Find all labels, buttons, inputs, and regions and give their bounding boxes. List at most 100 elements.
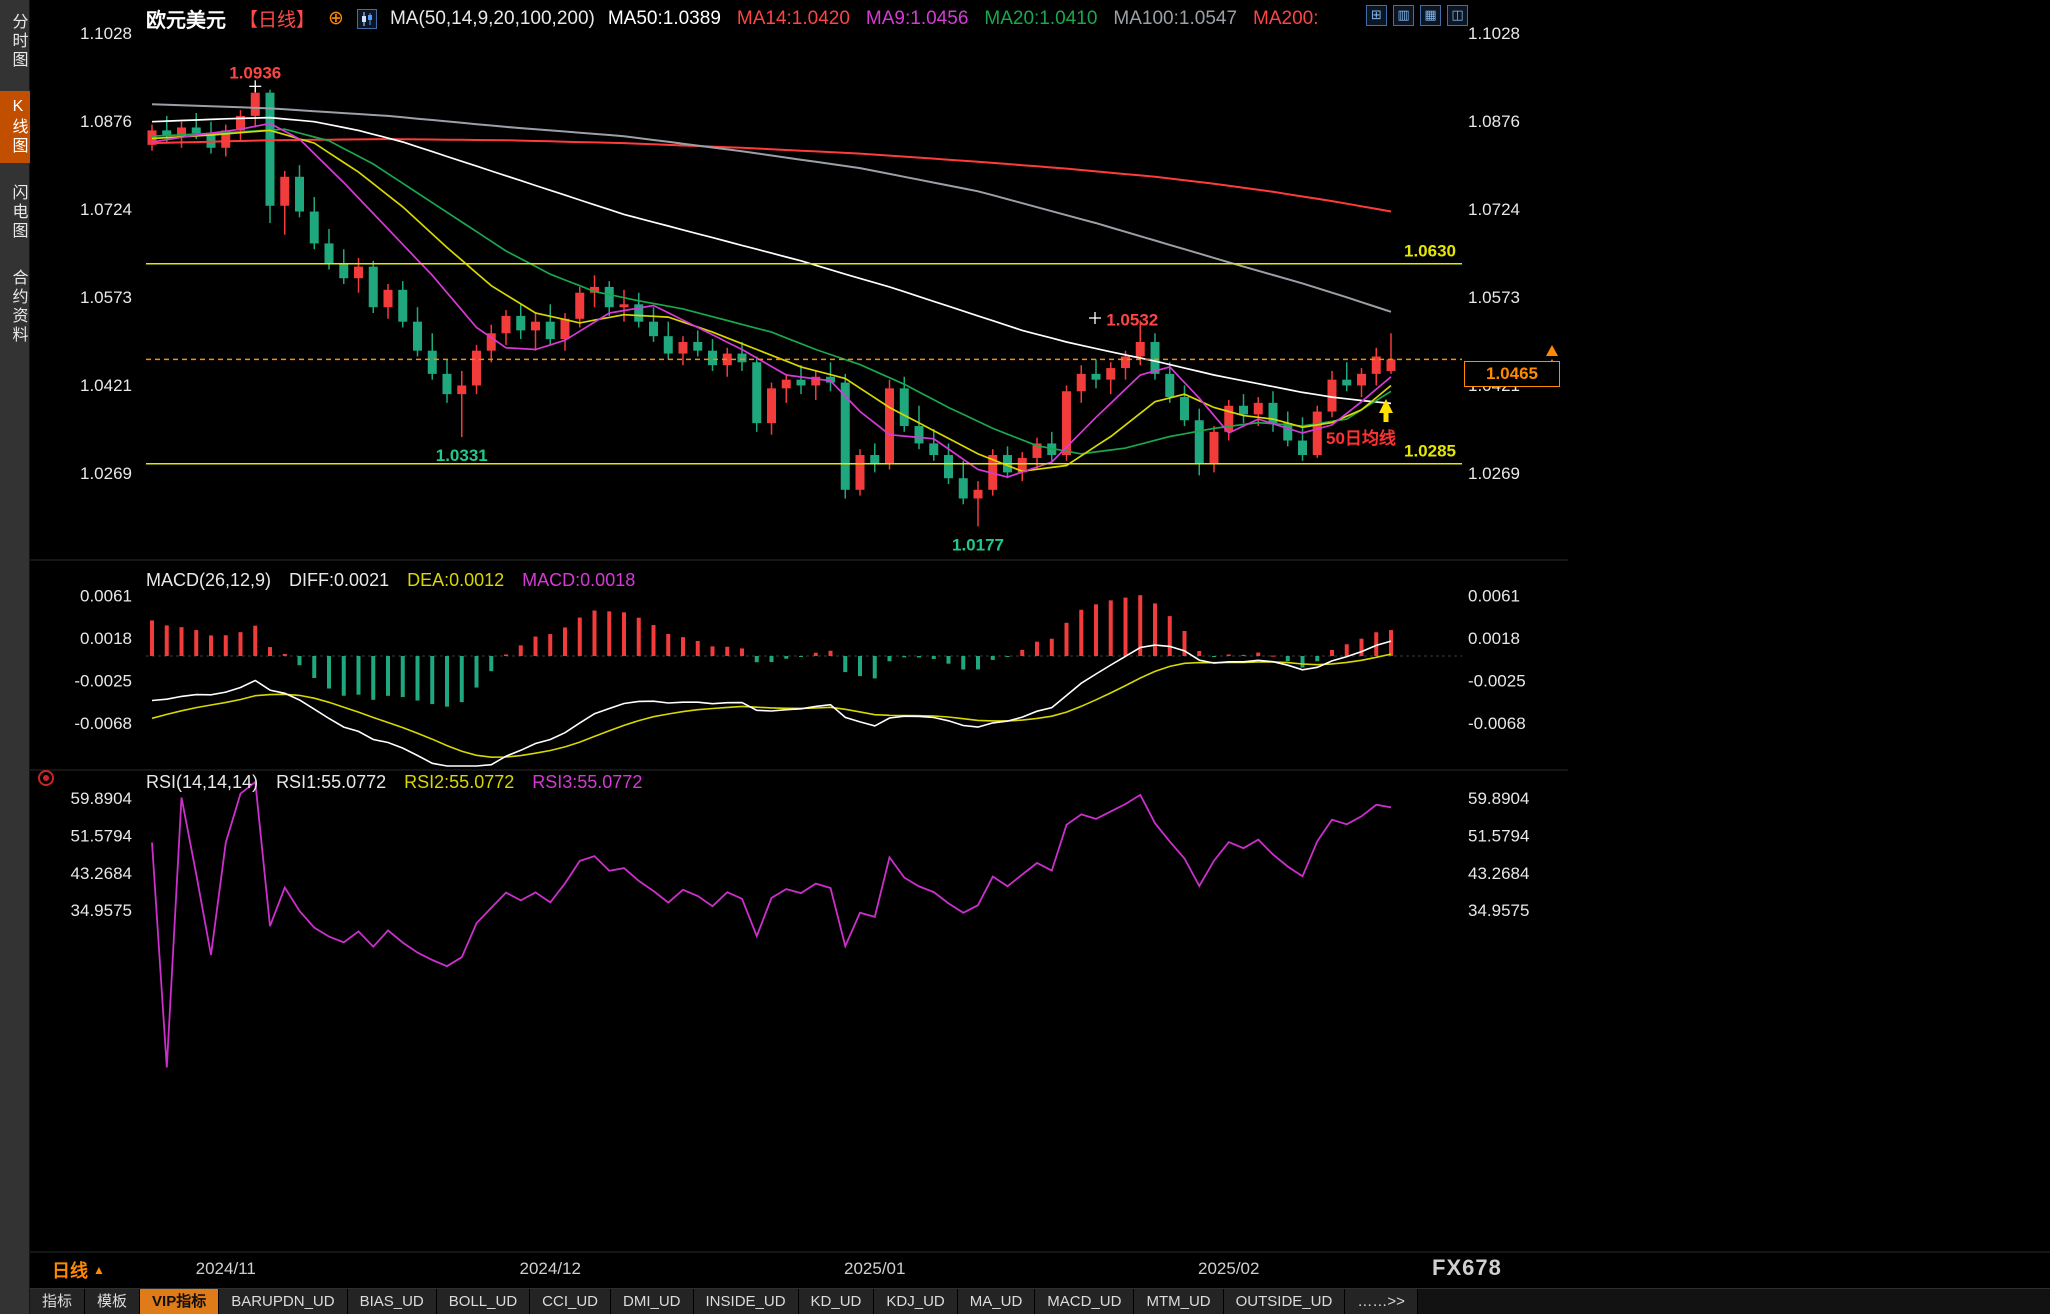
tab-ma-ud[interactable]: MA_UD bbox=[957, 1289, 1036, 1314]
tab-more[interactable]: ……>> bbox=[1345, 1289, 1418, 1314]
svg-text:1.1028: 1.1028 bbox=[1468, 24, 1520, 43]
svg-text:1.0532: 1.0532 bbox=[1106, 311, 1158, 330]
svg-text:2024/12: 2024/12 bbox=[520, 1259, 581, 1278]
sidebar-item-kline-chart[interactable]: K线图 bbox=[0, 91, 30, 163]
price-marker-arrow-icon bbox=[1546, 345, 1558, 356]
tab-barupdn-ud[interactable]: BARUPDN_UD bbox=[219, 1289, 348, 1314]
svg-text:1.0285: 1.0285 bbox=[1404, 442, 1456, 461]
tab-outside-ud[interactable]: OUTSIDE_UD bbox=[1223, 1289, 1346, 1314]
rsi-line bbox=[151, 780, 1392, 1068]
grid-layout-icon[interactable]: ⊞ bbox=[1366, 5, 1387, 26]
chart-header: 欧元美元 【日线】 ⊕ MA(50,14,9,20,100,200) MA50:… bbox=[146, 4, 1319, 33]
rsi3-value: RSI3:55.0772 bbox=[532, 772, 643, 792]
tab-kdj-ud[interactable]: KDJ_UD bbox=[874, 1289, 958, 1314]
svg-text:1.0876: 1.0876 bbox=[1468, 112, 1520, 131]
svg-text:59.8904: 59.8904 bbox=[1468, 789, 1529, 808]
add-compare-icon[interactable]: ⊕ bbox=[328, 8, 344, 29]
tab-cci-ud[interactable]: CCI_UD bbox=[530, 1289, 611, 1314]
tab-indicators[interactable]: 指标 bbox=[30, 1289, 86, 1314]
svg-text:-0.0025: -0.0025 bbox=[1468, 672, 1526, 691]
ma-line-ma50 bbox=[151, 116, 1392, 405]
popout-window-icon[interactable]: ◫ bbox=[1447, 5, 1468, 26]
dea-line bbox=[151, 653, 1392, 759]
svg-text:-0.0068: -0.0068 bbox=[74, 714, 132, 733]
rsi1-value: RSI1:55.0772 bbox=[276, 772, 387, 792]
tab-inside-ud[interactable]: INSIDE_UD bbox=[693, 1289, 799, 1314]
ma50-pointer-arrow-icon bbox=[1379, 399, 1393, 413]
sidebar-item-lightning-chart[interactable]: 闪电图 bbox=[9, 184, 27, 241]
kline-style-icon[interactable] bbox=[356, 8, 377, 29]
svg-text:1.0331: 1.0331 bbox=[436, 446, 488, 465]
bottom-tab-bar: 指标 模板 VIP指标 BARUPDN_UD BIAS_UD BOLL_UD CCI_UD D… bbox=[30, 1288, 2050, 1314]
ma-value-4: MA100:1.0547 bbox=[1113, 7, 1238, 29]
ma-values: MA50:1.0389 MA14:1.0420 MA9:1.0456 MA20:1.0… bbox=[608, 8, 1319, 30]
x-axis-dates: 2024/11 2024/12 2025/01 2025/02 bbox=[196, 1259, 1260, 1278]
svg-text:2025/01: 2025/01 bbox=[844, 1259, 905, 1278]
sidebar: 分时图 K线图闪电图合约资料 bbox=[0, 0, 30, 1314]
ma-settings-label: MA(50,14,9,20,100,200) bbox=[389, 7, 595, 29]
tab-templates[interactable]: 模板 bbox=[85, 1289, 141, 1314]
macd-diff-value: DIFF:0.0021 bbox=[289, 570, 390, 590]
macd-macd-value: MACD:0.0018 bbox=[522, 570, 636, 590]
svg-text:1.0269: 1.0269 bbox=[1468, 464, 1520, 483]
svg-text:0.0018: 0.0018 bbox=[1468, 629, 1520, 648]
indicator-marker-icon[interactable] bbox=[38, 770, 54, 786]
brand-watermark: FX678 bbox=[1432, 1255, 1502, 1280]
ma-line-ma14 bbox=[151, 129, 1392, 473]
period-tag[interactable]: 【日线】 bbox=[239, 10, 316, 31]
macd-title: MACD(26,12,9) bbox=[146, 570, 272, 590]
svg-text:59.8904: 59.8904 bbox=[71, 789, 132, 808]
ma-value-1: MA14:1.0420 bbox=[736, 7, 850, 29]
timeframe-label: 日线 bbox=[52, 1261, 88, 1281]
svg-text:1.0724: 1.0724 bbox=[1468, 200, 1520, 219]
tab-kd-ud[interactable]: KD_UD bbox=[798, 1289, 875, 1314]
svg-text:-0.0068: -0.0068 bbox=[1468, 714, 1526, 733]
svg-text:1.0724: 1.0724 bbox=[80, 200, 132, 219]
svg-text:34.9575: 34.9575 bbox=[71, 901, 132, 920]
price-annotations: 1.0936 1.0331 1.0532 1.0177 bbox=[229, 63, 1158, 554]
multi-panel-icon[interactable]: ▥ bbox=[1393, 5, 1414, 26]
current-price-tag: 1.0465 bbox=[1464, 361, 1560, 387]
ma-lines bbox=[151, 103, 1392, 478]
ma-line-ma200 bbox=[151, 138, 1392, 213]
rsi-header: RSI(14,14,14) RSI1:55.0772 RSI2:55.0772 … bbox=[146, 772, 642, 793]
svg-text:1.0876: 1.0876 bbox=[80, 112, 132, 131]
ma-value-5: MA200: bbox=[1253, 7, 1319, 29]
macd-dea-value: DEA:0.0012 bbox=[407, 570, 505, 590]
sidebar-item-time-share-chart[interactable]: 分时图 bbox=[9, 13, 27, 70]
svg-text:1.1028: 1.1028 bbox=[80, 24, 132, 43]
rsi2-value: RSI2:55.0772 bbox=[404, 772, 515, 792]
tab-dmi-ud[interactable]: DMI_UD bbox=[611, 1289, 694, 1314]
tab-boll-ud[interactable]: BOLL_UD bbox=[436, 1289, 531, 1314]
sidebar-item-contract-info[interactable]: 合约资料 bbox=[9, 269, 27, 345]
price-levels: 1.0630 1.0285 bbox=[146, 242, 1462, 465]
price-axis-labels: 1.1028 1.1028 1.0876 1.0876 1.0724 1.0724 1.05… bbox=[71, 24, 1530, 920]
tab-bias-ud[interactable]: BIAS_UD bbox=[347, 1289, 437, 1314]
svg-text:0.0061: 0.0061 bbox=[1468, 587, 1520, 606]
ma-value-3: MA20:1.0410 bbox=[984, 7, 1098, 29]
rsi-title: RSI(14,14,14) bbox=[146, 772, 259, 792]
tab-mtm-ud[interactable]: MTM_UD bbox=[1134, 1289, 1224, 1314]
svg-text:43.2684: 43.2684 bbox=[71, 864, 132, 883]
symbol-name: 欧元美元 bbox=[146, 10, 226, 32]
svg-text:51.5794: 51.5794 bbox=[1468, 826, 1529, 845]
timeframe-selector[interactable]: 日线 ▲ bbox=[52, 1257, 105, 1283]
tab-macd-ud[interactable]: MACD_UD bbox=[1035, 1289, 1135, 1314]
bar-chart-icon[interactable]: ▦ bbox=[1420, 5, 1441, 26]
svg-text:1.0630: 1.0630 bbox=[1404, 242, 1456, 261]
svg-text:1.0936: 1.0936 bbox=[229, 63, 281, 82]
svg-text:0.0061: 0.0061 bbox=[80, 587, 132, 606]
macd-histogram bbox=[146, 595, 1462, 707]
ma-value-0: MA50:1.0389 bbox=[607, 7, 721, 29]
ma-value-2: MA9:1.0456 bbox=[865, 7, 969, 29]
svg-text:2025/02: 2025/02 bbox=[1198, 1259, 1259, 1278]
tab-vip-indicators[interactable]: VIP指标 bbox=[140, 1289, 220, 1314]
svg-text:34.9575: 34.9575 bbox=[1468, 901, 1529, 920]
svg-text:43.2684: 43.2684 bbox=[1468, 864, 1529, 883]
rsi-panel-surface[interactable] bbox=[146, 780, 1462, 1248]
ma-line-ma20 bbox=[151, 128, 1392, 455]
svg-text:1.0573: 1.0573 bbox=[80, 288, 132, 307]
ma50-annotation: 50日均线 bbox=[1326, 429, 1396, 448]
